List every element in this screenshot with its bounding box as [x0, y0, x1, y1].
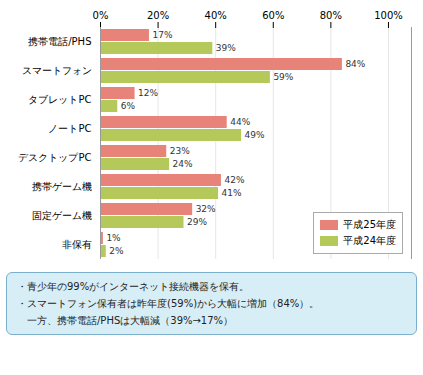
- svg-text:24%: 24%: [173, 159, 193, 169]
- svg-text:携帯電話/PHS: 携帯電話/PHS: [28, 36, 91, 47]
- svg-text:100%: 100%: [374, 10, 403, 21]
- svg-text:39%: 39%: [216, 43, 236, 53]
- svg-text:20%: 20%: [147, 10, 169, 21]
- svg-text:80%: 80%: [320, 10, 342, 21]
- svg-text:60%: 60%: [262, 10, 284, 21]
- svg-text:23%: 23%: [170, 146, 190, 156]
- svg-text:固定ゲーム機: 固定ゲーム機: [32, 210, 92, 221]
- svg-text:84%: 84%: [345, 59, 365, 69]
- html-text:・スマートフォン保有者は昨年度(59%)から大幅に増加（84: ・スマートフォン保有者は昨年度(59%)から大幅に増加（84%）。: [17, 298, 320, 309]
- svg-text:スマートフォン: スマートフォン: [22, 65, 92, 76]
- svg-text:6%: 6%: [121, 101, 136, 111]
- svg-text:1%: 1%: [106, 233, 121, 243]
- html-text:平成25年度: 平成25年度: [343, 219, 396, 230]
- svg-text:タブレットPC: タブレットPC: [28, 94, 91, 105]
- html-text:・青少年の99%がインターネット接続機器を保有。: ・青少年の99%がインターネット接続機器を保有。: [17, 281, 250, 292]
- html-text:一方、携帯電話/PHSは大幅減（39%→17%）: 一方、携帯電話/PHSは大幅減（39%→17%）: [17, 315, 234, 326]
- svg-text:44%: 44%: [230, 117, 250, 127]
- svg-text:0%: 0%: [93, 10, 109, 21]
- svg-text:17%: 17%: [152, 30, 172, 40]
- svg-text:非保有: 非保有: [62, 239, 92, 250]
- svg-text:12%: 12%: [138, 88, 158, 98]
- svg-text:49%: 49%: [245, 130, 265, 140]
- svg-text:42%: 42%: [224, 175, 244, 185]
- svg-text:41%: 41%: [222, 188, 242, 198]
- html-text:平成24年度: 平成24年度: [343, 235, 396, 246]
- svg-text:2%: 2%: [109, 246, 124, 256]
- svg-text:59%: 59%: [273, 72, 293, 82]
- svg-text:32%: 32%: [196, 204, 216, 214]
- svg-text:デスクトップPC: デスクトップPC: [18, 152, 91, 163]
- svg-text:29%: 29%: [187, 217, 207, 227]
- svg-text:40%: 40%: [205, 10, 227, 21]
- svg-text:ノートPC: ノートPC: [48, 123, 91, 134]
- svg-text:携帯ゲーム機: 携帯ゲーム機: [32, 181, 92, 192]
